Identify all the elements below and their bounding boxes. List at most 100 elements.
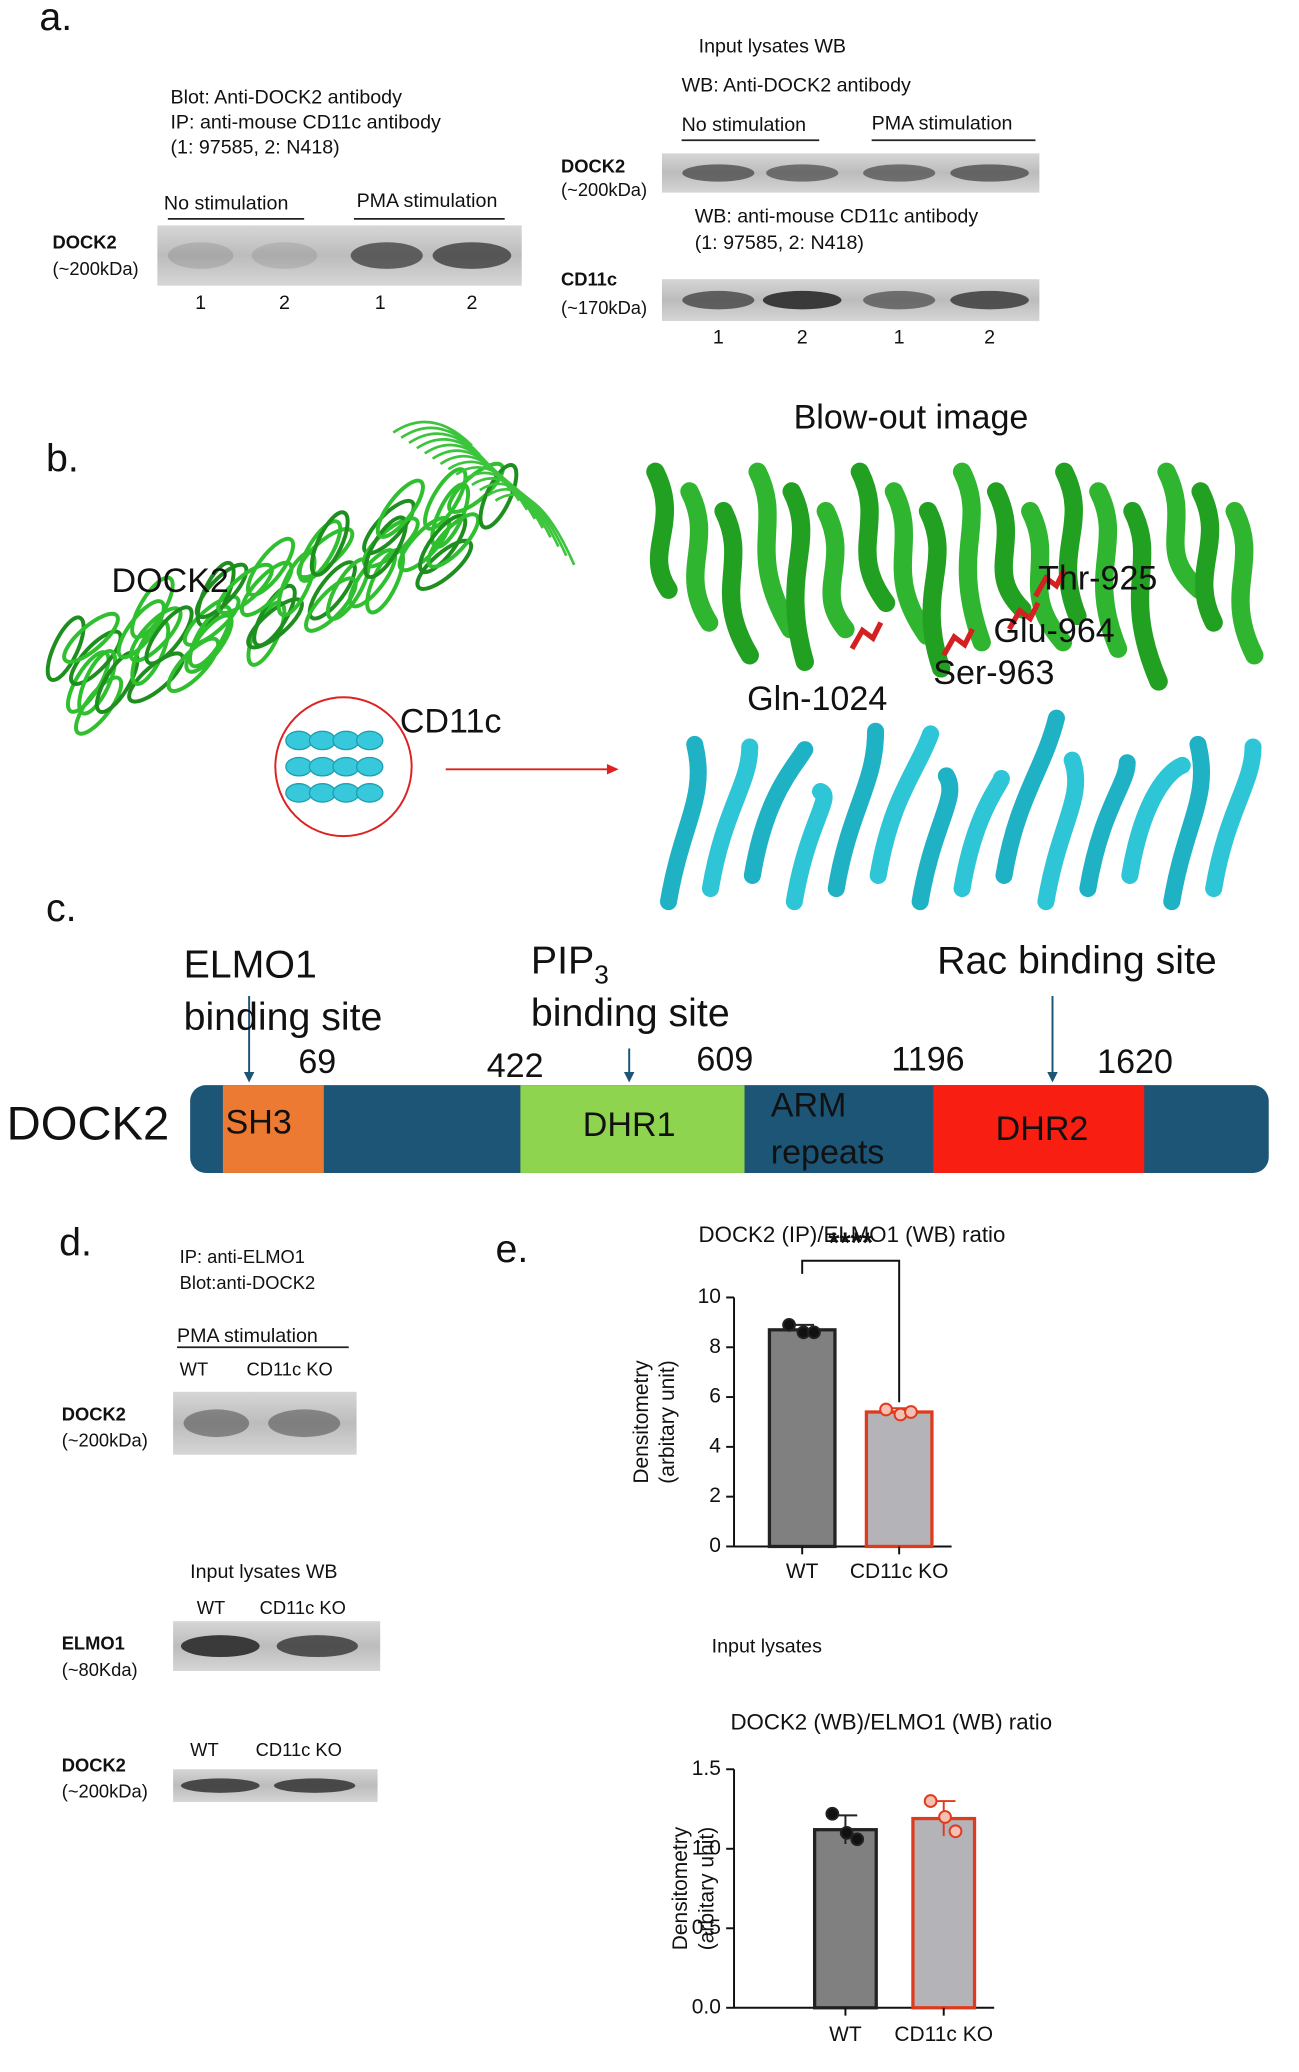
domain-label: DHR2 bbox=[996, 1110, 1089, 1148]
y-axis-label: (arbitary unit) bbox=[656, 1360, 679, 1483]
lane-label: 2 bbox=[466, 292, 477, 314]
helix bbox=[62, 611, 120, 664]
position-label: 69 bbox=[298, 1043, 336, 1081]
domain-label: DHR1 bbox=[583, 1106, 676, 1144]
blowout-helix bbox=[1123, 501, 1168, 691]
blot-band bbox=[180, 1778, 260, 1793]
band-size: (~200kDa) bbox=[561, 179, 647, 200]
data-point bbox=[879, 1402, 893, 1417]
band-label: ELMO1 bbox=[62, 1633, 125, 1654]
blot bbox=[173, 1391, 357, 1455]
cd11c-helix bbox=[332, 730, 360, 751]
blot-band bbox=[766, 164, 839, 182]
data-point bbox=[782, 1317, 796, 1332]
blowout-helix bbox=[748, 462, 800, 639]
helix bbox=[182, 594, 241, 647]
lane-label: WT bbox=[197, 1597, 226, 1618]
domain bbox=[933, 1085, 1145, 1173]
blowout-helix bbox=[680, 482, 719, 632]
cd11c-helix bbox=[285, 783, 313, 803]
cd11c-helix bbox=[308, 730, 337, 751]
panel-label: d. bbox=[59, 1220, 92, 1264]
lane-label: CD11c KO bbox=[247, 1359, 333, 1380]
y-tick-label: 2 bbox=[709, 1484, 721, 1507]
cd11c-helix bbox=[355, 756, 384, 777]
chart-title: DOCK2 (IP)/ELMO1 (WB) ratio bbox=[699, 1222, 1006, 1247]
lane-label: CD11c KO bbox=[256, 1739, 342, 1760]
lane-label: 2 bbox=[984, 326, 995, 348]
blot-band bbox=[682, 164, 755, 182]
blowout-helix bbox=[1021, 501, 1073, 652]
group-label: PMA stimulation bbox=[872, 113, 1013, 135]
panel-label: b. bbox=[46, 437, 79, 481]
helix bbox=[296, 527, 355, 580]
x-tick-label: WT bbox=[786, 1560, 819, 1583]
helix bbox=[127, 651, 185, 704]
domain-label: ARM bbox=[771, 1086, 847, 1124]
helix bbox=[375, 478, 425, 539]
chart-title: DOCK2 (WB)/ELMO1 (WB) ratio bbox=[730, 1709, 1052, 1734]
lane-label: 1 bbox=[894, 326, 905, 348]
cd11c-helix bbox=[332, 783, 360, 803]
loop bbox=[471, 477, 552, 538]
structure-label: DOCK2 bbox=[112, 562, 229, 600]
bar bbox=[812, 1828, 878, 2010]
residue-label: Thr-925 bbox=[1038, 560, 1157, 598]
lane-label: 1 bbox=[375, 292, 386, 314]
y-tick-label: 0.5 bbox=[692, 1916, 721, 1939]
band-label: DOCK2 bbox=[62, 1403, 126, 1424]
blowout-helix bbox=[646, 462, 678, 599]
blot-text: IP: anti-ELMO1 bbox=[180, 1246, 305, 1267]
site-arrow-head bbox=[623, 1072, 635, 1083]
position-label: 1196 bbox=[891, 1041, 964, 1079]
helix bbox=[304, 576, 358, 633]
group-label: PMA stimulation bbox=[177, 1325, 318, 1347]
cd11c-helix bbox=[355, 730, 384, 751]
blowout-cd11c bbox=[995, 709, 1065, 884]
cd11c-helix bbox=[355, 783, 384, 803]
helix bbox=[184, 613, 234, 674]
blot-band bbox=[350, 242, 423, 269]
residue-label: Glu-964 bbox=[994, 612, 1115, 650]
band-size: (~80Kda) bbox=[62, 1659, 138, 1680]
bar bbox=[911, 1816, 977, 2010]
charts: DOCK2 (IP)/ELMO1 (WB) ratioDensitometry(… bbox=[630, 1222, 1052, 2046]
blowout-helix bbox=[1089, 482, 1128, 658]
blot-band bbox=[682, 290, 755, 310]
blowout-cd11c bbox=[869, 725, 940, 884]
highlight-circle bbox=[274, 696, 413, 838]
loop bbox=[494, 493, 576, 566]
loop bbox=[463, 471, 544, 529]
band-size: (~170kDa) bbox=[561, 297, 647, 318]
group-label: No stimulation bbox=[164, 193, 288, 215]
x-tick-label: CD11c KO bbox=[850, 1560, 949, 1583]
position-label: 609 bbox=[696, 1041, 753, 1079]
blot-text: Blot:anti-DOCK2 bbox=[180, 1272, 315, 1293]
blowout-helix bbox=[884, 482, 936, 645]
blot-band bbox=[432, 242, 512, 269]
site-arrow-head bbox=[1047, 1072, 1058, 1083]
blowout-helix bbox=[1191, 482, 1223, 632]
data-point bbox=[948, 1824, 963, 1839]
blot-band bbox=[251, 242, 318, 269]
blowout-cd11c bbox=[953, 769, 1010, 898]
lane-label: CD11c KO bbox=[260, 1597, 346, 1618]
lane-label: WT bbox=[190, 1739, 219, 1760]
significance-bracket bbox=[801, 1259, 901, 1403]
site-label-main: PIP bbox=[531, 939, 594, 983]
helix bbox=[188, 604, 233, 669]
layout bbox=[45, 139, 1269, 1803]
x-tick-label: CD11c KO bbox=[894, 2023, 993, 2046]
bar bbox=[767, 1328, 837, 1549]
data-point bbox=[850, 1832, 865, 1847]
data-point bbox=[938, 1810, 952, 1824]
blowout-helix bbox=[1225, 501, 1264, 665]
helix bbox=[478, 463, 519, 530]
helix bbox=[216, 562, 274, 615]
helix bbox=[239, 560, 294, 618]
blot-band bbox=[167, 242, 234, 269]
helix bbox=[415, 538, 474, 591]
blowout-cd11c bbox=[743, 741, 814, 884]
residue bbox=[849, 621, 884, 651]
